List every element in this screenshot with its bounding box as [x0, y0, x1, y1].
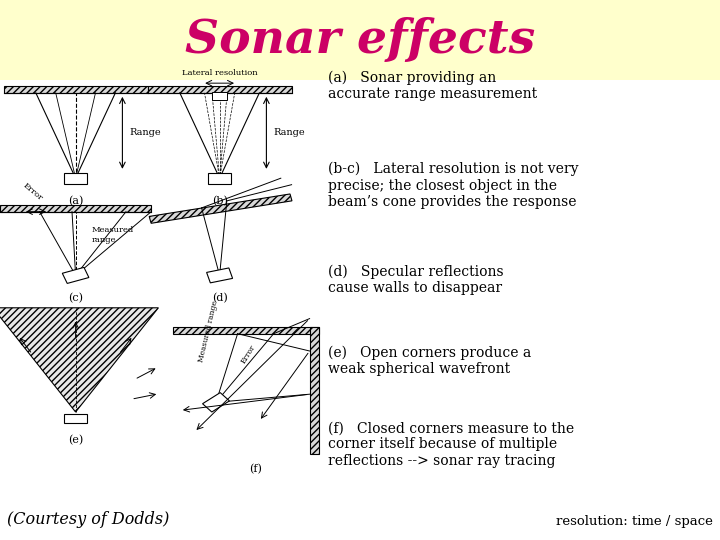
- Bar: [0, 205, 151, 212]
- Bar: [148, 86, 292, 93]
- Bar: [4, 86, 148, 93]
- FancyBboxPatch shape: [0, 0, 720, 80]
- Text: (f): (f): [249, 464, 262, 475]
- Bar: [63, 267, 89, 284]
- Text: (e): (e): [68, 435, 84, 445]
- Text: (a)   Sonar providing an
accurate range measurement: (a) Sonar providing an accurate range me…: [328, 70, 536, 101]
- Polygon shape: [0, 308, 158, 412]
- Text: (a): (a): [68, 196, 84, 206]
- Text: (d): (d): [212, 293, 228, 303]
- Text: resolution: time / space: resolution: time / space: [556, 515, 713, 528]
- Text: Measured
range: Measured range: [91, 226, 134, 244]
- Text: (b-c)   Lateral resolution is not very
precise; the closest object in the
beam’s: (b-c) Lateral resolution is not very pre…: [328, 162, 578, 209]
- Text: Error: Error: [240, 343, 257, 365]
- Text: (b): (b): [212, 196, 228, 206]
- Text: Sonar effects: Sonar effects: [185, 17, 535, 63]
- Bar: [212, 92, 227, 100]
- Text: Lateral resolution: Lateral resolution: [181, 69, 258, 77]
- Text: Error: Error: [21, 181, 44, 202]
- Text: (d)   Specular reflections
cause walls to disappear: (d) Specular reflections cause walls to …: [328, 265, 503, 295]
- Bar: [173, 327, 319, 334]
- Text: (c): (c): [68, 293, 83, 303]
- Bar: [202, 393, 230, 412]
- Bar: [64, 173, 87, 184]
- Bar: [208, 173, 231, 184]
- Bar: [207, 268, 233, 283]
- Text: Range: Range: [274, 128, 305, 137]
- Text: Range: Range: [130, 128, 161, 137]
- Polygon shape: [149, 194, 292, 224]
- Text: (Courtesy of Dodds): (Courtesy of Dodds): [7, 511, 170, 528]
- Bar: [310, 327, 319, 454]
- Text: (e)   Open corners produce a
weak spherical wavefront: (e) Open corners produce a weak spherica…: [328, 346, 531, 376]
- Text: (f)   Closed corners measure to the
corner itself because of multiple
reflection: (f) Closed corners measure to the corner…: [328, 421, 574, 468]
- Text: Measured range: Measured range: [198, 300, 220, 363]
- Bar: [64, 414, 87, 423]
